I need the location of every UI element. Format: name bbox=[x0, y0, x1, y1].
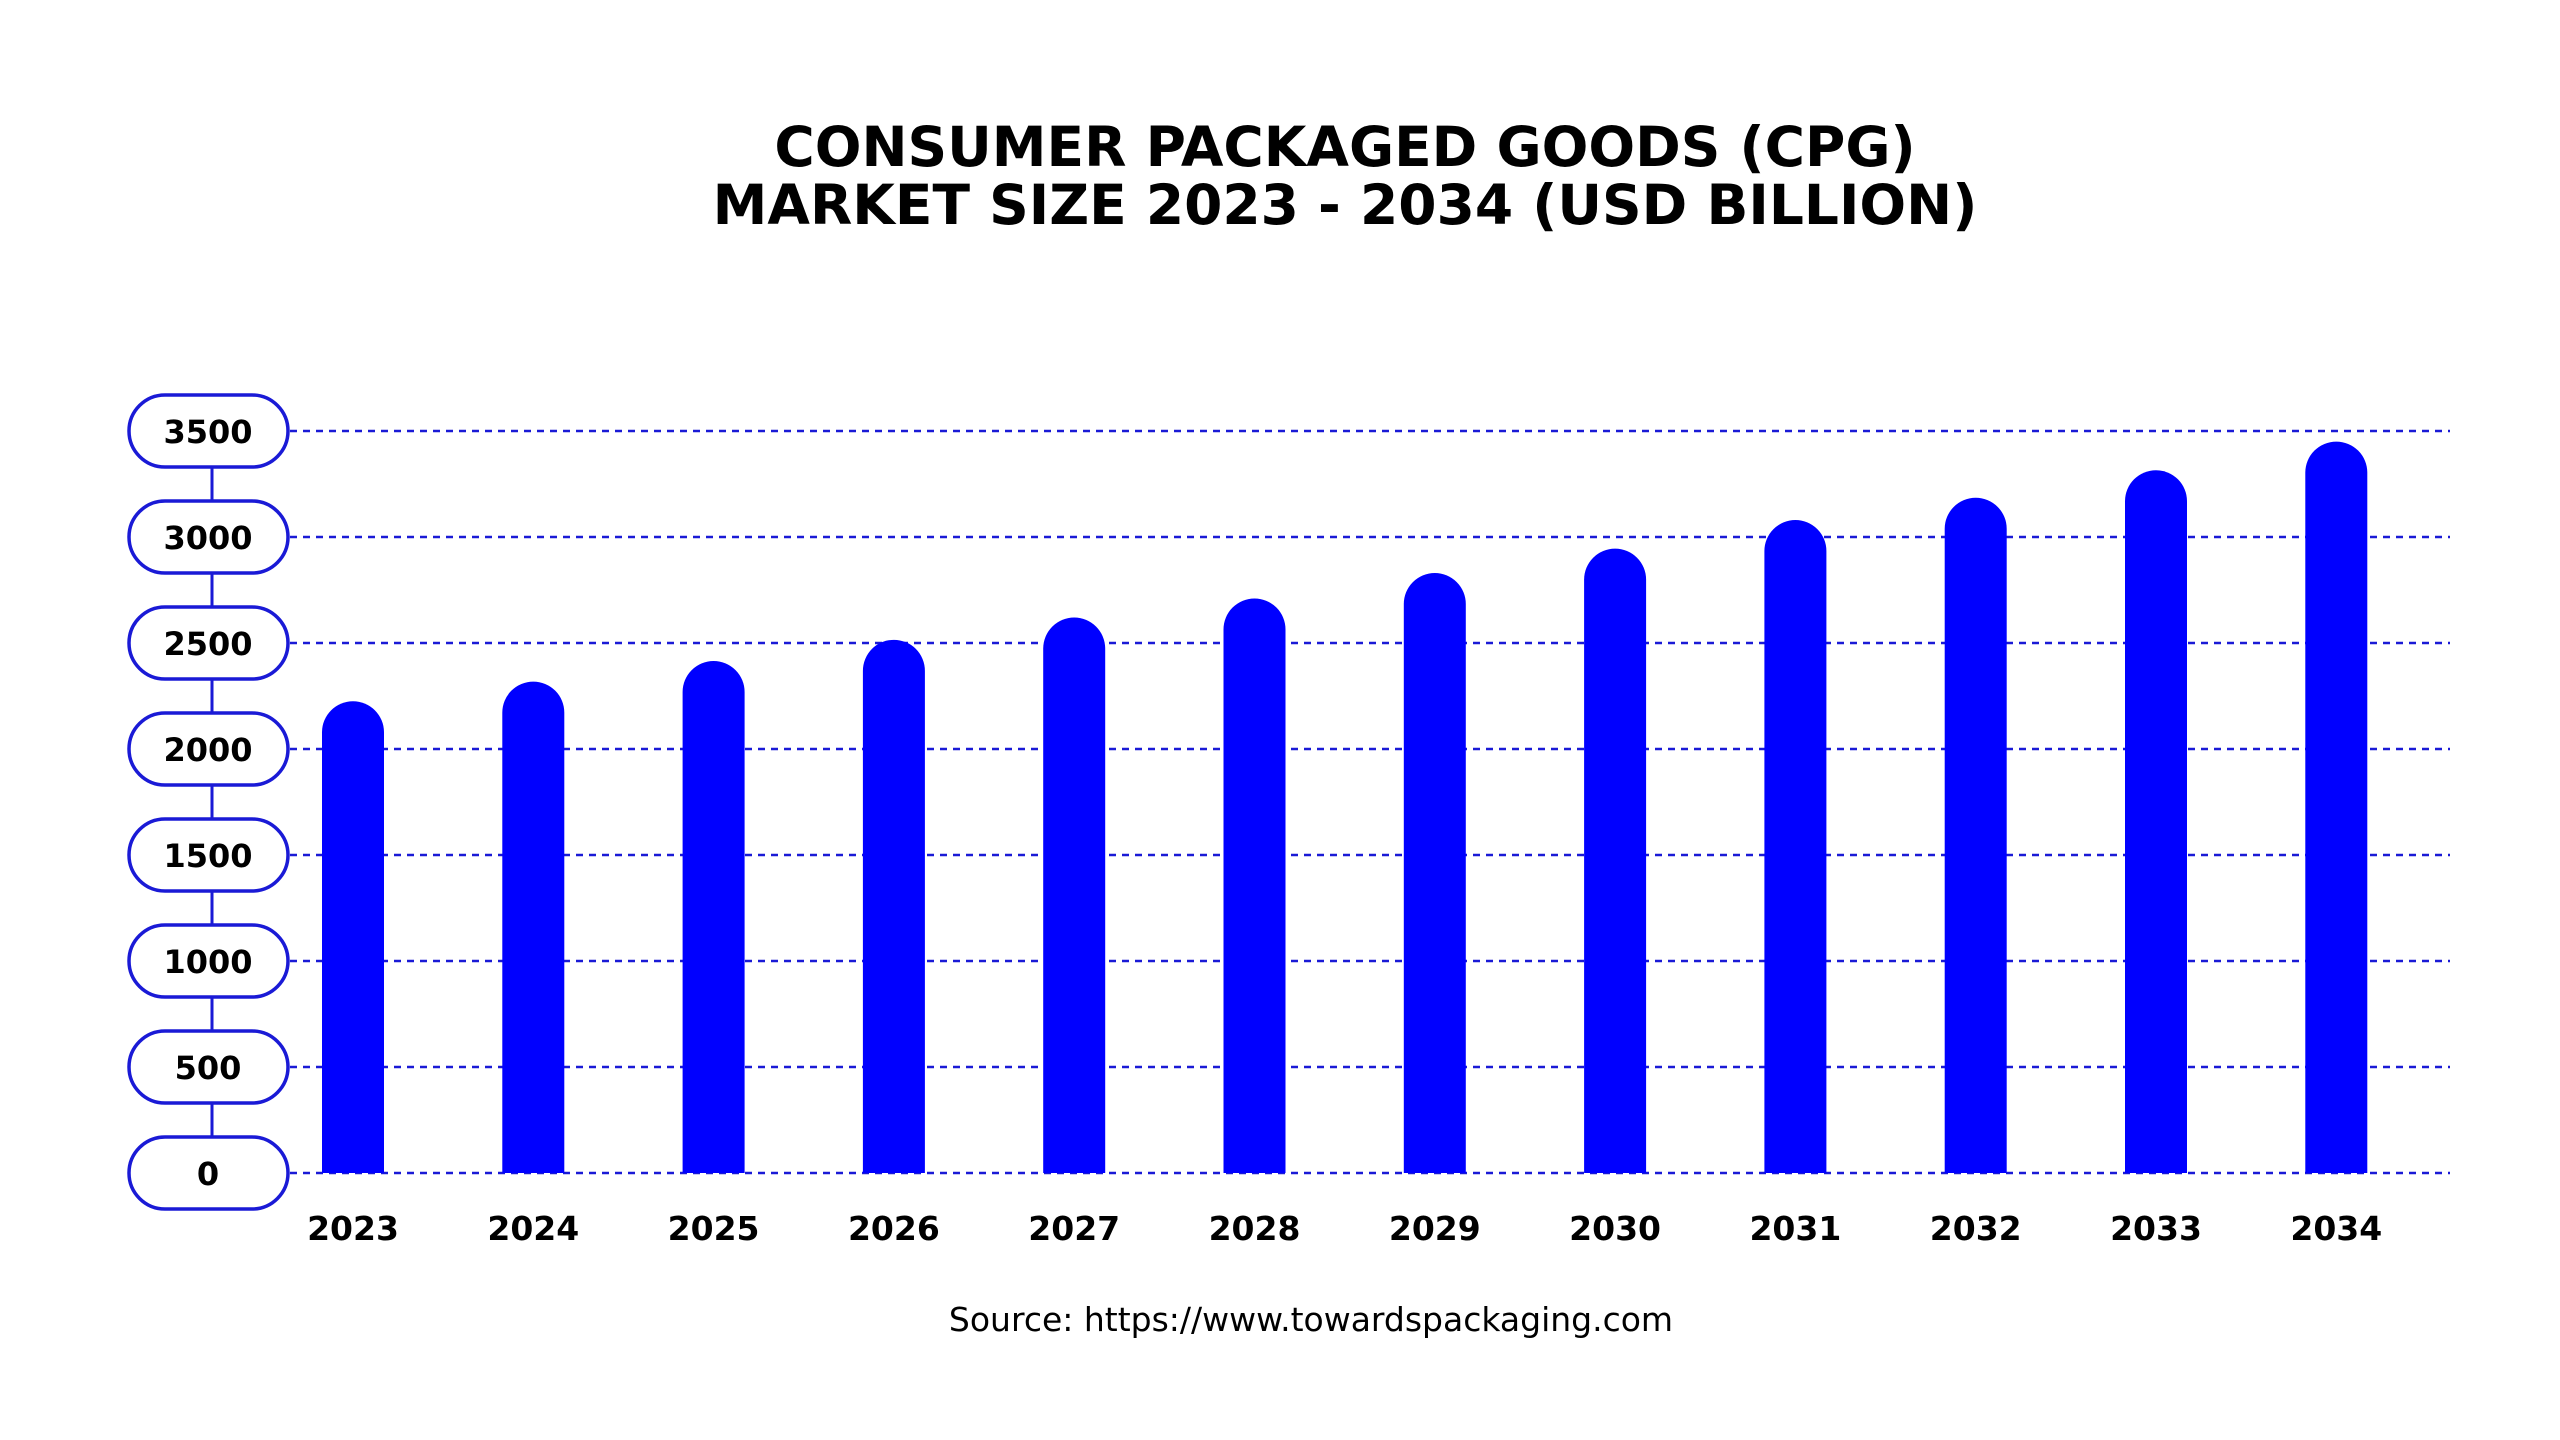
y-tick-label-1500: 1500 bbox=[163, 837, 252, 875]
y-tick-pill-0 bbox=[127, 1135, 290, 1211]
x-tick-label-2031: 2031 bbox=[1749, 1209, 1841, 1248]
x-tick-label-2030: 2030 bbox=[1569, 1209, 1661, 1248]
y-tick-label-2000: 2000 bbox=[163, 731, 252, 769]
chart-title: CONSUMER PACKAGED GOODS (CPG) MARKET SIZ… bbox=[0, 118, 2560, 234]
bar-2026 bbox=[862, 639, 925, 1173]
chart-title-line-2: MARKET SIZE 2023 - 2034 (USD BILLION) bbox=[712, 173, 1978, 237]
x-tick-label-2033: 2033 bbox=[2110, 1209, 2202, 1248]
bar-2024 bbox=[502, 681, 565, 1173]
y-tick-pill-2500 bbox=[127, 605, 290, 681]
x-tick-label-2029: 2029 bbox=[1389, 1209, 1481, 1248]
bar-2025 bbox=[682, 661, 745, 1173]
bar-2031 bbox=[1764, 520, 1827, 1173]
y-tick-pill-1500 bbox=[127, 817, 290, 893]
y-tick-label-0: 0 bbox=[197, 1155, 219, 1193]
x-tick-label-2024: 2024 bbox=[487, 1209, 579, 1248]
bar-2023 bbox=[322, 701, 384, 1173]
bar-2032 bbox=[1944, 497, 2007, 1173]
x-tick-label-2034: 2034 bbox=[2290, 1209, 2382, 1248]
y-tick-label-2500: 2500 bbox=[163, 625, 252, 663]
y-tick-label-3500: 3500 bbox=[163, 413, 252, 451]
x-tick-label-2026: 2026 bbox=[848, 1209, 940, 1248]
y-tick-label-500: 500 bbox=[175, 1049, 242, 1087]
y-tick-pill-500 bbox=[127, 1029, 290, 1105]
bar-2033 bbox=[2125, 470, 2187, 1173]
x-tick-label-2025: 2025 bbox=[668, 1209, 760, 1248]
bar-2027 bbox=[1043, 617, 1106, 1173]
y-tick-pill-3500 bbox=[127, 393, 290, 469]
y-tick-label-1000: 1000 bbox=[163, 943, 252, 981]
y-tick-pill-1000 bbox=[127, 923, 290, 999]
y-tick-pill-2000 bbox=[127, 711, 290, 787]
source-note: Source: https://www.towardspackaging.com bbox=[948, 1300, 1674, 1339]
bar-2028 bbox=[1223, 598, 1286, 1173]
y-tick-pill-3000 bbox=[127, 499, 290, 575]
y-tick-label-3000: 3000 bbox=[163, 519, 252, 557]
bar-2034 bbox=[2305, 441, 2368, 1174]
chart-title-line-1: CONSUMER PACKAGED GOODS (CPG) bbox=[774, 115, 1916, 179]
bar-2029 bbox=[1403, 573, 1466, 1173]
x-tick-label-2028: 2028 bbox=[1209, 1209, 1301, 1248]
x-tick-label-2032: 2032 bbox=[1930, 1209, 2022, 1248]
x-tick-label-2027: 2027 bbox=[1028, 1209, 1120, 1248]
x-tick-label-2023: 2023 bbox=[307, 1209, 399, 1248]
bar-2030 bbox=[1584, 548, 1647, 1173]
